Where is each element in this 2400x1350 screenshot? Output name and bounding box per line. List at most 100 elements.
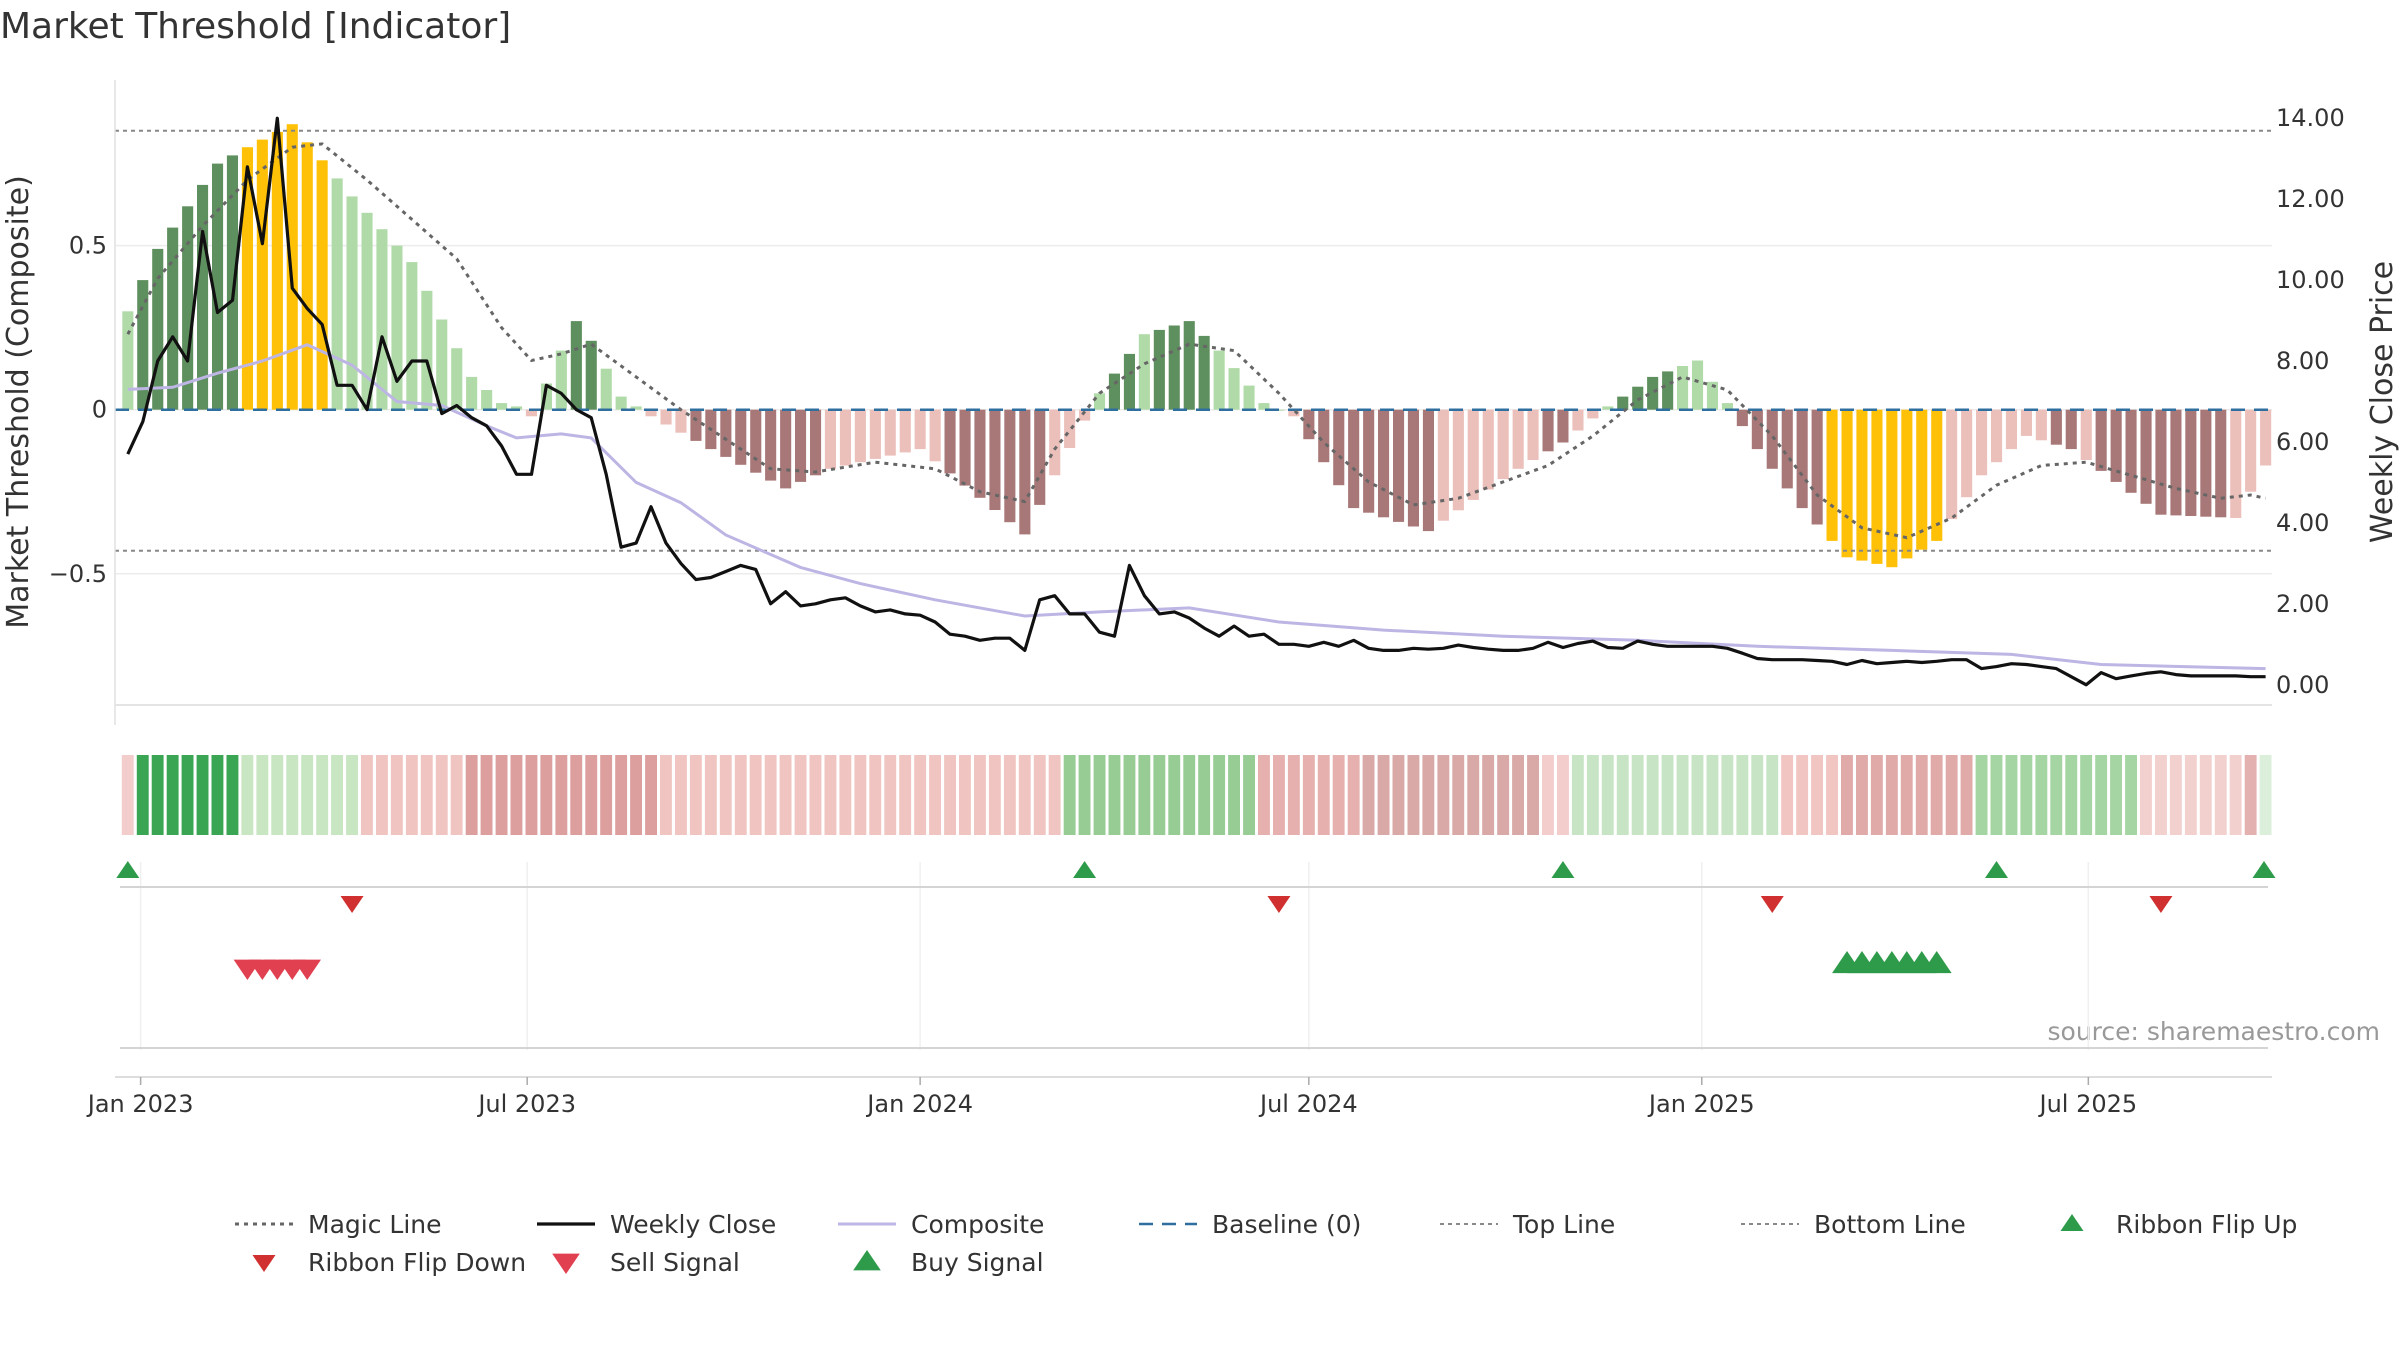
ribbon-cell <box>2214 755 2227 835</box>
ribbon-flip-up-marker <box>116 861 140 878</box>
ribbon-cell <box>1347 755 1360 835</box>
ribbon-cell <box>2110 755 2122 835</box>
legend-item: Bottom Line <box>1741 1210 1966 1239</box>
composite-bar <box>1886 409 1898 568</box>
composite-bar <box>630 406 642 410</box>
composite-bar <box>2125 409 2137 493</box>
composite-bar <box>810 409 822 476</box>
ribbon-cell <box>2140 755 2152 835</box>
composite-bar <box>600 368 612 410</box>
ribbon-cell <box>1945 755 1958 835</box>
ribbon-cell <box>1317 755 1330 835</box>
composite-bar <box>1019 409 1031 535</box>
x-tick-label: Jan 2023 <box>86 1090 194 1118</box>
composite-bar <box>1079 409 1091 421</box>
ribbon-flip-down-marker <box>340 896 364 913</box>
ribbon-cell <box>1302 755 1315 835</box>
composite-bar <box>555 350 567 410</box>
composite-bar <box>1467 409 1479 500</box>
ribbon-cell <box>540 755 553 835</box>
ribbon-cell <box>121 755 134 835</box>
composite-bar <box>1183 321 1195 410</box>
ribbon-cell <box>1691 755 1704 835</box>
composite-bar <box>959 409 971 486</box>
composite-bar <box>1108 373 1120 410</box>
ribbon-cell <box>1736 755 1749 835</box>
ribbon-cell <box>271 755 284 835</box>
composite-bars <box>122 124 2272 568</box>
legend-item: Ribbon Flip Down <box>252 1248 526 1277</box>
legend-item: Ribbon Flip Up <box>2060 1210 2297 1239</box>
composite-bar <box>525 409 537 417</box>
legend-swatch <box>252 1255 276 1272</box>
ribbon-cell <box>1287 755 1300 835</box>
ribbon-cell <box>839 755 852 835</box>
y-tick-right: 6.00 <box>2276 428 2329 456</box>
y-tick-right: 4.00 <box>2276 509 2329 537</box>
composite-bar <box>1946 409 1958 520</box>
composite-bar <box>1064 409 1076 448</box>
ribbon-cell <box>1332 755 1345 835</box>
composite-bar <box>1378 409 1390 518</box>
composite-bar <box>1049 409 1061 476</box>
composite-bar <box>1452 409 1464 511</box>
composite-bar <box>1871 409 1883 564</box>
composite-bar <box>2020 409 2032 436</box>
ribbon-cell <box>2229 755 2242 835</box>
composite-bar <box>899 409 911 453</box>
y-tick-right: 12.00 <box>2276 185 2345 213</box>
y-axis-label-left: Market Threshold (Composite) <box>1 175 36 629</box>
x-tick-label: Jan 2025 <box>1647 1090 1755 1118</box>
legend-label: Magic Line <box>308 1210 442 1239</box>
composite-bar <box>795 409 807 482</box>
ribbon-cell <box>151 755 164 835</box>
composite-bar <box>197 184 209 410</box>
composite-bar <box>212 163 224 410</box>
composite-bar <box>1572 409 1584 431</box>
composite-bar <box>869 409 881 459</box>
y-tick-left: 0.5 <box>69 232 107 260</box>
reference-lines <box>115 129 2272 552</box>
ribbon-cell <box>1721 755 1734 835</box>
ribbon-cell <box>1407 755 1420 835</box>
ribbon-cell <box>1930 755 1943 835</box>
ribbon-cell <box>600 755 613 835</box>
y-tick-right: 0.00 <box>2276 671 2329 699</box>
composite-bar <box>1004 409 1016 523</box>
ribbon-cell <box>525 755 538 835</box>
ribbon-cell <box>1915 755 1928 835</box>
ribbon-cell <box>286 755 299 835</box>
ribbon-cell <box>1751 755 1764 835</box>
composite-bar <box>735 409 747 465</box>
composite-bar <box>2140 409 2152 504</box>
composite-bar <box>1647 376 1659 410</box>
ribbon-cell <box>2259 755 2272 835</box>
ribbon-cell <box>2065 755 2078 835</box>
ribbon-cell <box>166 755 179 835</box>
ribbon-cell <box>660 755 672 835</box>
ribbon-cell <box>316 755 329 835</box>
composite-bar <box>1123 353 1135 410</box>
ribbon-cell <box>2244 755 2257 835</box>
ribbon-cell <box>495 755 508 835</box>
ribbon-cell <box>749 755 762 835</box>
ribbon-cell <box>1706 755 1719 835</box>
composite-bar <box>451 348 463 410</box>
composite-bar <box>316 160 328 410</box>
ribbon-cell <box>929 755 941 835</box>
legend-label: Ribbon Flip Up <box>2116 1210 2297 1239</box>
composite-bar <box>1826 409 1838 541</box>
ribbon-cell <box>2080 755 2093 835</box>
composite-bar <box>1751 409 1763 450</box>
composite-bar <box>1407 409 1419 527</box>
ribbon-cell <box>1243 755 1255 835</box>
composite-bar <box>331 178 343 410</box>
ribbon-cell <box>2035 755 2048 835</box>
composite-bar <box>1213 350 1225 410</box>
ribbon-cell <box>1138 755 1151 835</box>
composite-bar <box>2005 409 2017 450</box>
ribbon-cell <box>1766 755 1779 835</box>
composite-bar <box>1796 409 1808 509</box>
ribbon-cell <box>196 755 209 835</box>
ribbon-cell <box>1422 755 1435 835</box>
